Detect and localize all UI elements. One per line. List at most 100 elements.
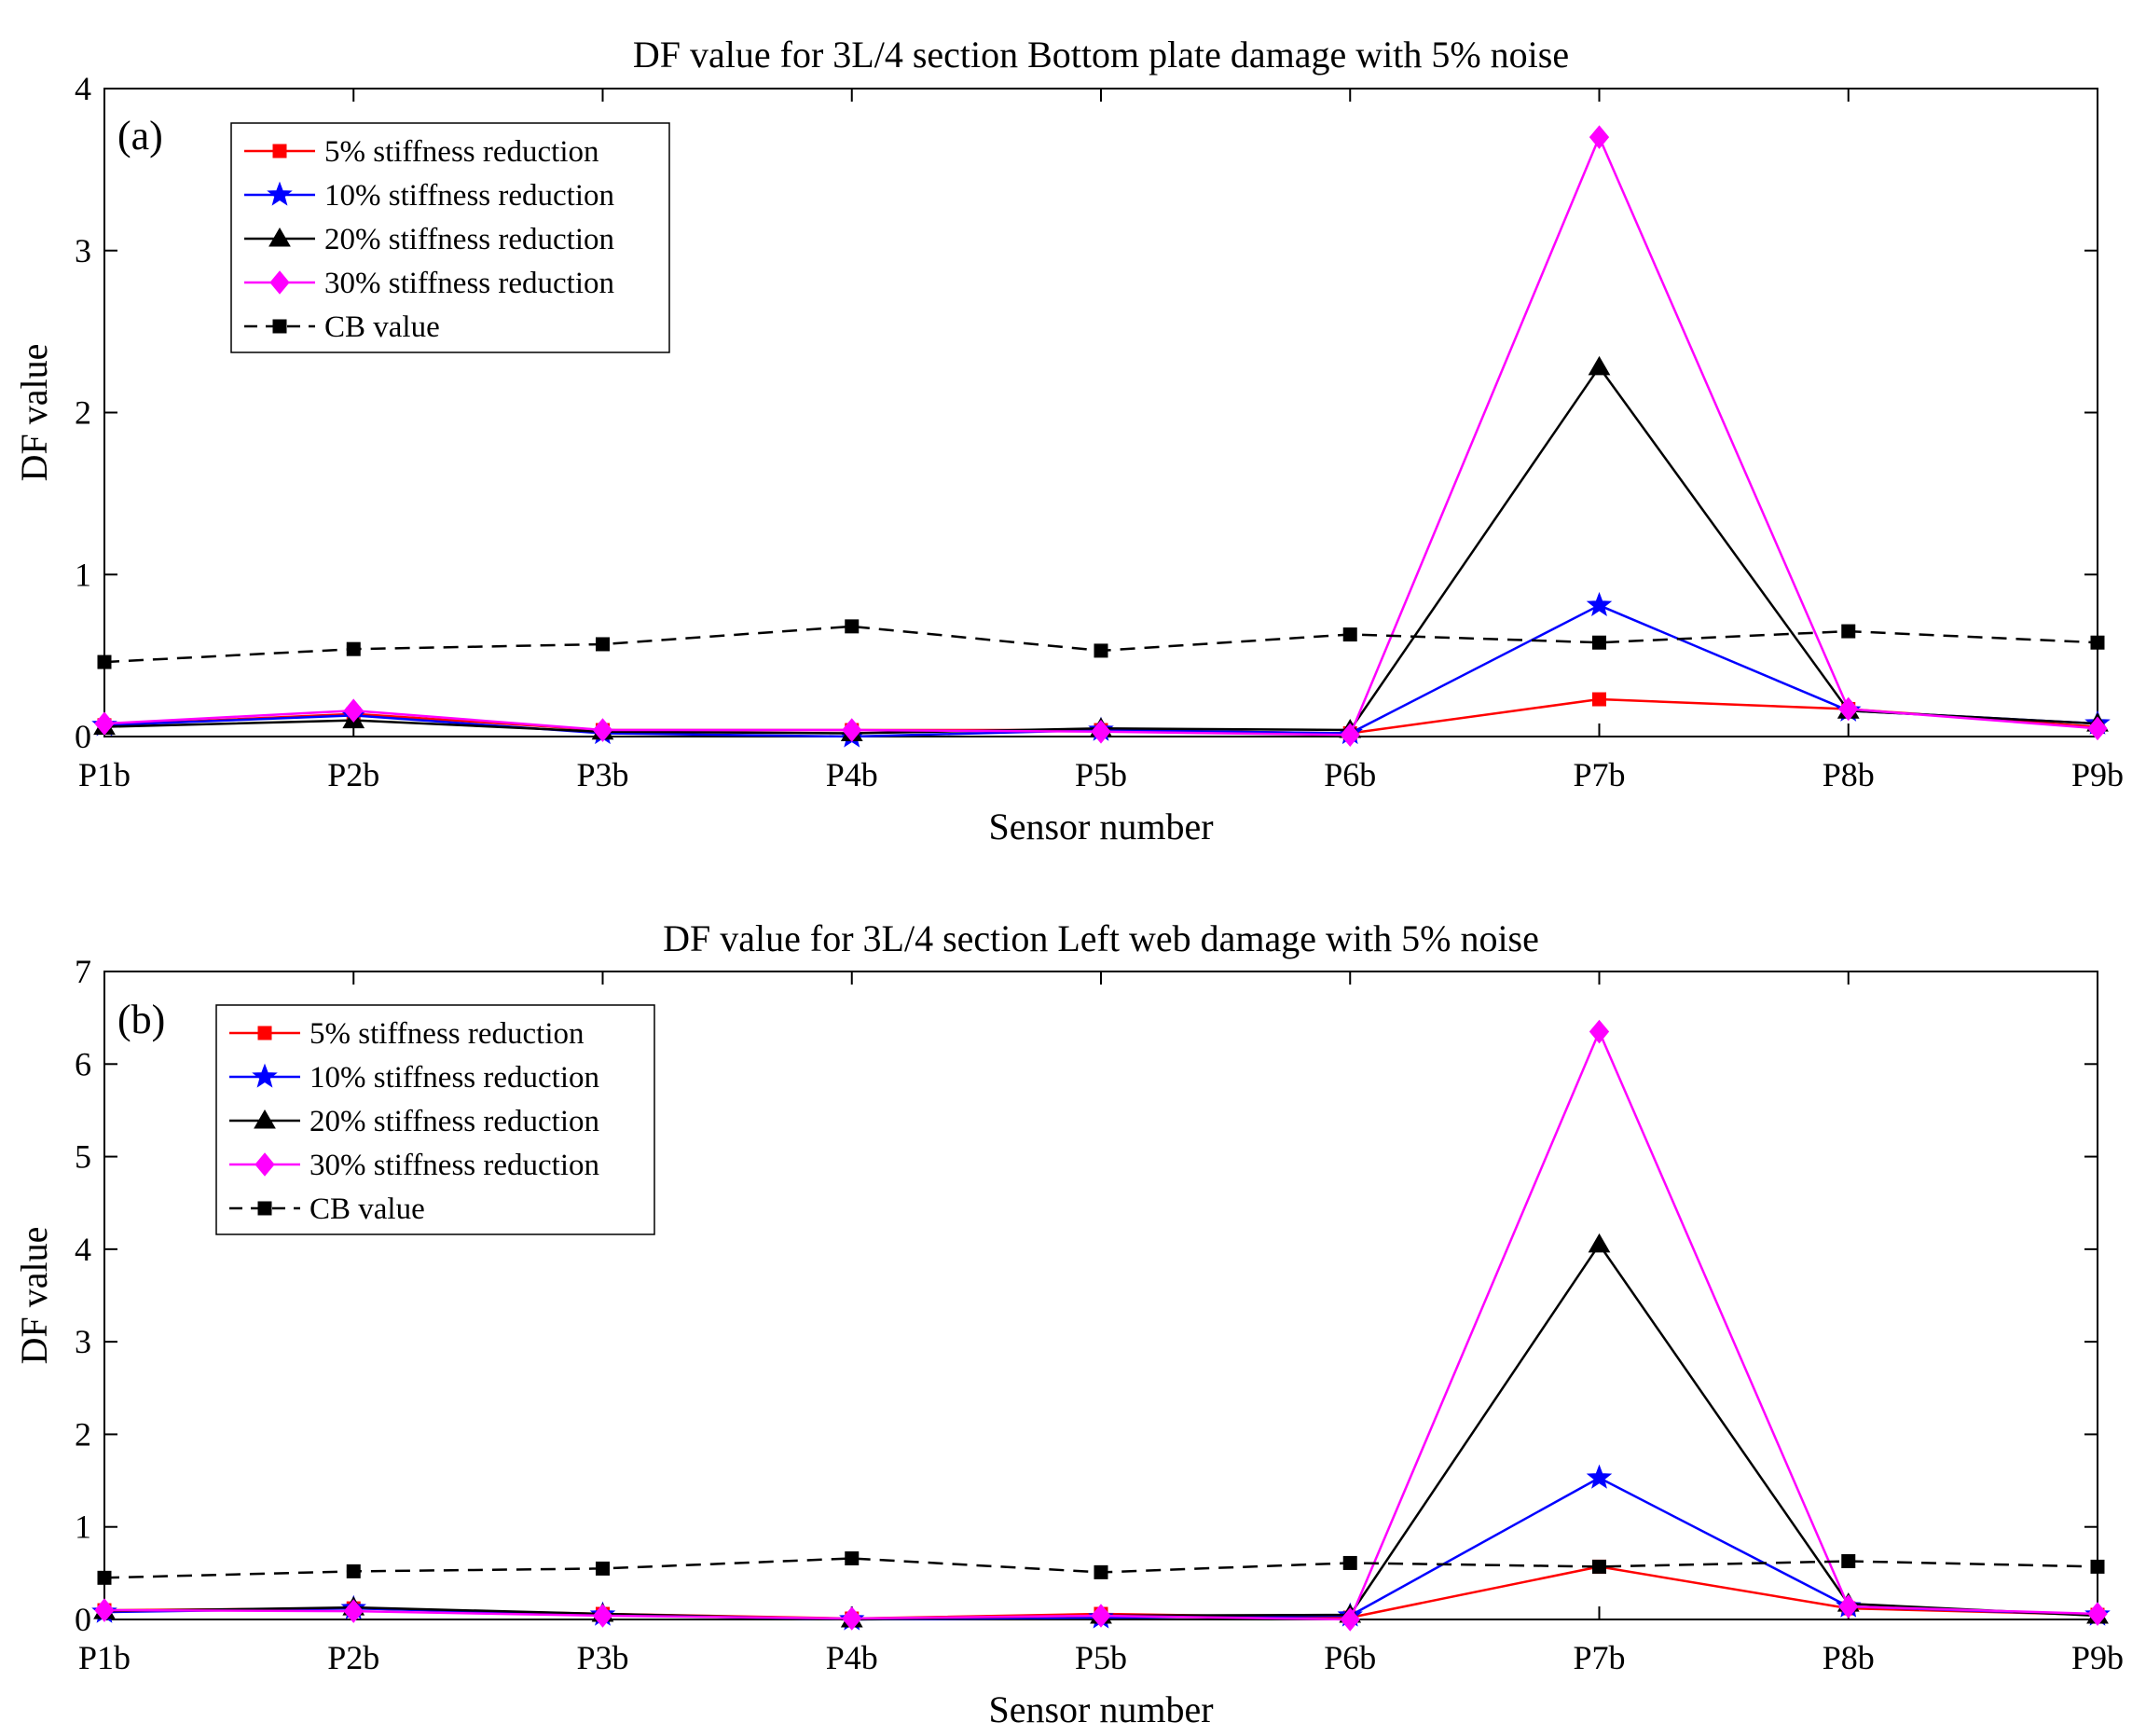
data-point [845, 1550, 860, 1565]
x-tick-label: P4b [826, 756, 878, 793]
y-tick-label: 1 [75, 1509, 91, 1546]
data-point [1091, 720, 1111, 744]
legend-entry: 30% stiffness reduction [324, 267, 614, 300]
data-point [842, 718, 862, 742]
legend: 5% stiffness reduction 10% stiffness redu… [215, 1004, 655, 1235]
y-tick-label: 0 [75, 718, 91, 755]
data-point [1342, 1555, 1357, 1570]
y-tick-label: 5 [75, 1138, 91, 1176]
legend-entry: CB value [310, 1192, 425, 1226]
y-tick-label: 3 [75, 1323, 91, 1360]
data-point [2090, 635, 2105, 650]
data-point [94, 711, 115, 736]
legend-swatch-marker [252, 1063, 278, 1088]
x-tick-label: P4b [826, 1639, 878, 1676]
legend-swatch-marker [267, 181, 293, 206]
data-point [596, 1561, 610, 1576]
chart-title: DF value for 3L/4 section Left web damag… [663, 917, 1539, 959]
x-tick-label: P1b [78, 756, 131, 793]
data-point [1094, 643, 1108, 658]
x-tick-label: P3b [576, 756, 628, 793]
x-axis-label: Sensor number [988, 806, 1213, 847]
x-tick-label: P8b [1823, 1639, 1875, 1676]
data-point [1592, 692, 1606, 707]
data-point [1586, 1464, 1613, 1489]
data-point [1841, 624, 1856, 639]
data-point [1340, 723, 1360, 748]
x-tick-label: P2b [327, 756, 379, 793]
y-axis-label: DF value [13, 1227, 55, 1365]
y-tick-label: 7 [75, 953, 91, 990]
legend-entry: 10% stiffness reduction [324, 179, 614, 213]
data-point [592, 718, 613, 742]
legend-entry: 20% stiffness reduction [324, 223, 614, 256]
data-point [1838, 1594, 1859, 1619]
legend: 5% stiffness reduction 10% stiffness redu… [230, 122, 670, 353]
data-point [94, 1598, 115, 1622]
legend-swatch-marker [272, 319, 287, 334]
data-point [1588, 355, 1611, 376]
data-point [2087, 716, 2108, 741]
y-tick-label: 4 [75, 1231, 91, 1268]
y-tick-label: 2 [75, 1415, 91, 1453]
legend-swatch-marker [254, 1152, 275, 1177]
legend-entry: CB value [324, 310, 440, 344]
data-point [1588, 1233, 1611, 1253]
data-point [2087, 1602, 2108, 1626]
legend-entry: 10% stiffness reduction [310, 1061, 599, 1095]
data-point [343, 1599, 364, 1623]
x-tick-label: P6b [1324, 1639, 1376, 1676]
data-point [842, 1606, 862, 1631]
y-tick-label: 4 [75, 70, 91, 107]
x-tick-label: P7b [1573, 756, 1625, 793]
data-point [1094, 1564, 1108, 1579]
data-point [1091, 1604, 1111, 1628]
y-tick-label: 1 [75, 556, 91, 593]
series-4 [94, 1019, 2108, 1632]
legend-swatch-marker [257, 1026, 272, 1040]
legend-entry: 30% stiffness reduction [310, 1149, 599, 1182]
x-tick-label: P3b [576, 1639, 628, 1676]
x-tick-label: P9b [2071, 1639, 2124, 1676]
data-point [1342, 627, 1357, 642]
data-point [1592, 635, 1606, 650]
data-point [346, 1564, 361, 1578]
data-point [346, 641, 361, 656]
x-tick-label: P5b [1075, 1639, 1127, 1676]
series-4 [94, 125, 2108, 748]
y-axis-label: DF value [13, 344, 55, 482]
data-point [1340, 1607, 1360, 1632]
y-tick-label: 3 [75, 232, 91, 269]
x-tick-label: P2b [327, 1639, 379, 1676]
x-tick-label: P7b [1573, 1639, 1625, 1676]
x-tick-label: P5b [1075, 756, 1127, 793]
series-5 [97, 619, 2105, 669]
legend-swatch-marker [269, 270, 290, 295]
y-tick-label: 6 [75, 1045, 91, 1082]
series-5 [97, 1550, 2105, 1585]
y-tick-label: 2 [75, 394, 91, 432]
y-tick-label: 0 [75, 1601, 91, 1638]
data-point [343, 698, 364, 723]
x-tick-label: P6b [1324, 756, 1376, 793]
panel-label: (b) [117, 997, 165, 1042]
data-point [1589, 1019, 1610, 1044]
data-point [845, 619, 860, 634]
legend-entry: 5% stiffness reduction [310, 1017, 585, 1051]
data-point [1592, 1559, 1606, 1574]
legend-entry: 20% stiffness reduction [310, 1105, 599, 1138]
legend-entry: 5% stiffness reduction [324, 135, 599, 169]
legend-swatch-marker [268, 227, 291, 247]
data-point [1841, 1553, 1856, 1568]
x-tick-label: P8b [1823, 756, 1875, 793]
x-axis-label: Sensor number [988, 1688, 1213, 1730]
x-tick-label: P1b [78, 1639, 131, 1676]
data-point [1586, 591, 1613, 616]
legend-swatch-marker [272, 144, 287, 158]
chart-title: DF value for 3L/4 section Bottom plate d… [633, 34, 1569, 76]
chart-panel-a: DF value for 3L/4 section Bottom plate d… [13, 34, 2124, 847]
data-point [97, 654, 112, 669]
data-point [97, 1570, 112, 1585]
data-point [592, 1604, 613, 1628]
